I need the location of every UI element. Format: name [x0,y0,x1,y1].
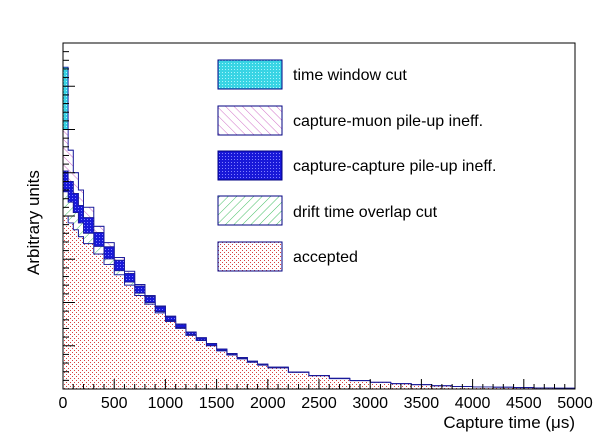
y-axis [63,42,75,390]
legend: time window cut capture-muon pile-up ine… [217,59,496,272]
legend-label-time-window-cut: time window cut [293,67,407,84]
x-tick-label: 1000 [148,395,184,412]
x-tick-label: 0 [59,395,68,412]
legend-swatch-drift-time [217,195,283,226]
x-tick-label: 4000 [455,395,491,412]
legend-label-capture-capture: capture-capture pile-up ineff. [293,158,496,175]
x-tick-label: 500 [101,395,128,412]
y-axis-title: Arbitrary units [24,170,43,275]
x-axis-title: Capture time (μs) [443,413,575,432]
x-tick-label: 1500 [199,395,235,412]
legend-swatch-capture-capture [217,150,283,181]
legend-label-capture-muon: capture-muon pile-up ineff. [293,113,483,130]
x-tick-label: 5000 [557,395,593,412]
x-tick-label: 2000 [250,395,286,412]
legend-swatch-capture-muon [217,105,283,136]
x-tick-label: 3500 [404,395,440,412]
legend-label-drift-time: drift time overlap cut [293,204,438,221]
legend-swatch-accepted [217,241,283,272]
x-tick-label: 3000 [352,395,388,412]
legend-swatch-time-window-cut [217,59,283,90]
x-tick-label: 4500 [506,395,542,412]
x-tick-label: 2500 [301,395,337,412]
legend-label-accepted: accepted [293,249,358,266]
x-axis: 0 500 1000 1500 2000 2500 3000 3500 4000 4500 5000 [59,379,593,412]
